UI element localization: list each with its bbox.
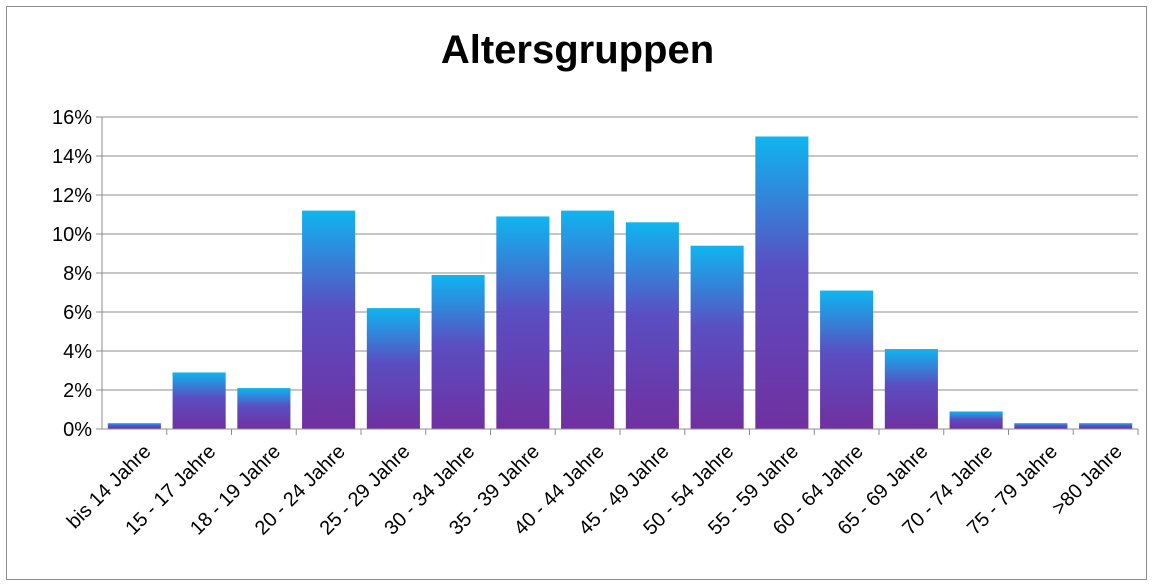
bars	[107, 136, 1133, 429]
bar	[107, 423, 161, 429]
y-tick-labels: 0% 2% 4% 6% 8% 10% 12% 14% 16%	[52, 107, 92, 441]
y-tick-label: 4%	[63, 341, 92, 363]
bar	[820, 290, 874, 429]
bar	[884, 349, 938, 429]
bar	[625, 222, 679, 429]
x-tick-label: >80 Jahre	[1048, 441, 1127, 520]
bar	[302, 210, 356, 429]
axes	[101, 117, 1139, 435]
gridlines	[96, 116, 1138, 430]
bar	[366, 308, 420, 429]
y-tick-label: 8%	[63, 263, 92, 285]
y-tick-label: 14%	[52, 146, 92, 168]
bar	[949, 411, 1003, 429]
y-tick-label: 16%	[52, 107, 92, 129]
y-tick-label: 0%	[63, 419, 92, 441]
bar	[172, 372, 226, 429]
y-tick-label: 2%	[63, 380, 92, 402]
bar	[690, 245, 744, 429]
bar	[561, 210, 615, 429]
chart-title: Altersgruppen	[440, 28, 715, 72]
bar	[496, 216, 550, 429]
bar	[1079, 423, 1133, 429]
bar	[431, 274, 485, 429]
bar	[237, 388, 291, 429]
bar	[1014, 423, 1068, 429]
bar	[755, 136, 809, 429]
y-tick-label: 10%	[52, 224, 92, 246]
y-tick-label: 12%	[52, 185, 92, 207]
y-tick-label: 6%	[63, 302, 92, 324]
